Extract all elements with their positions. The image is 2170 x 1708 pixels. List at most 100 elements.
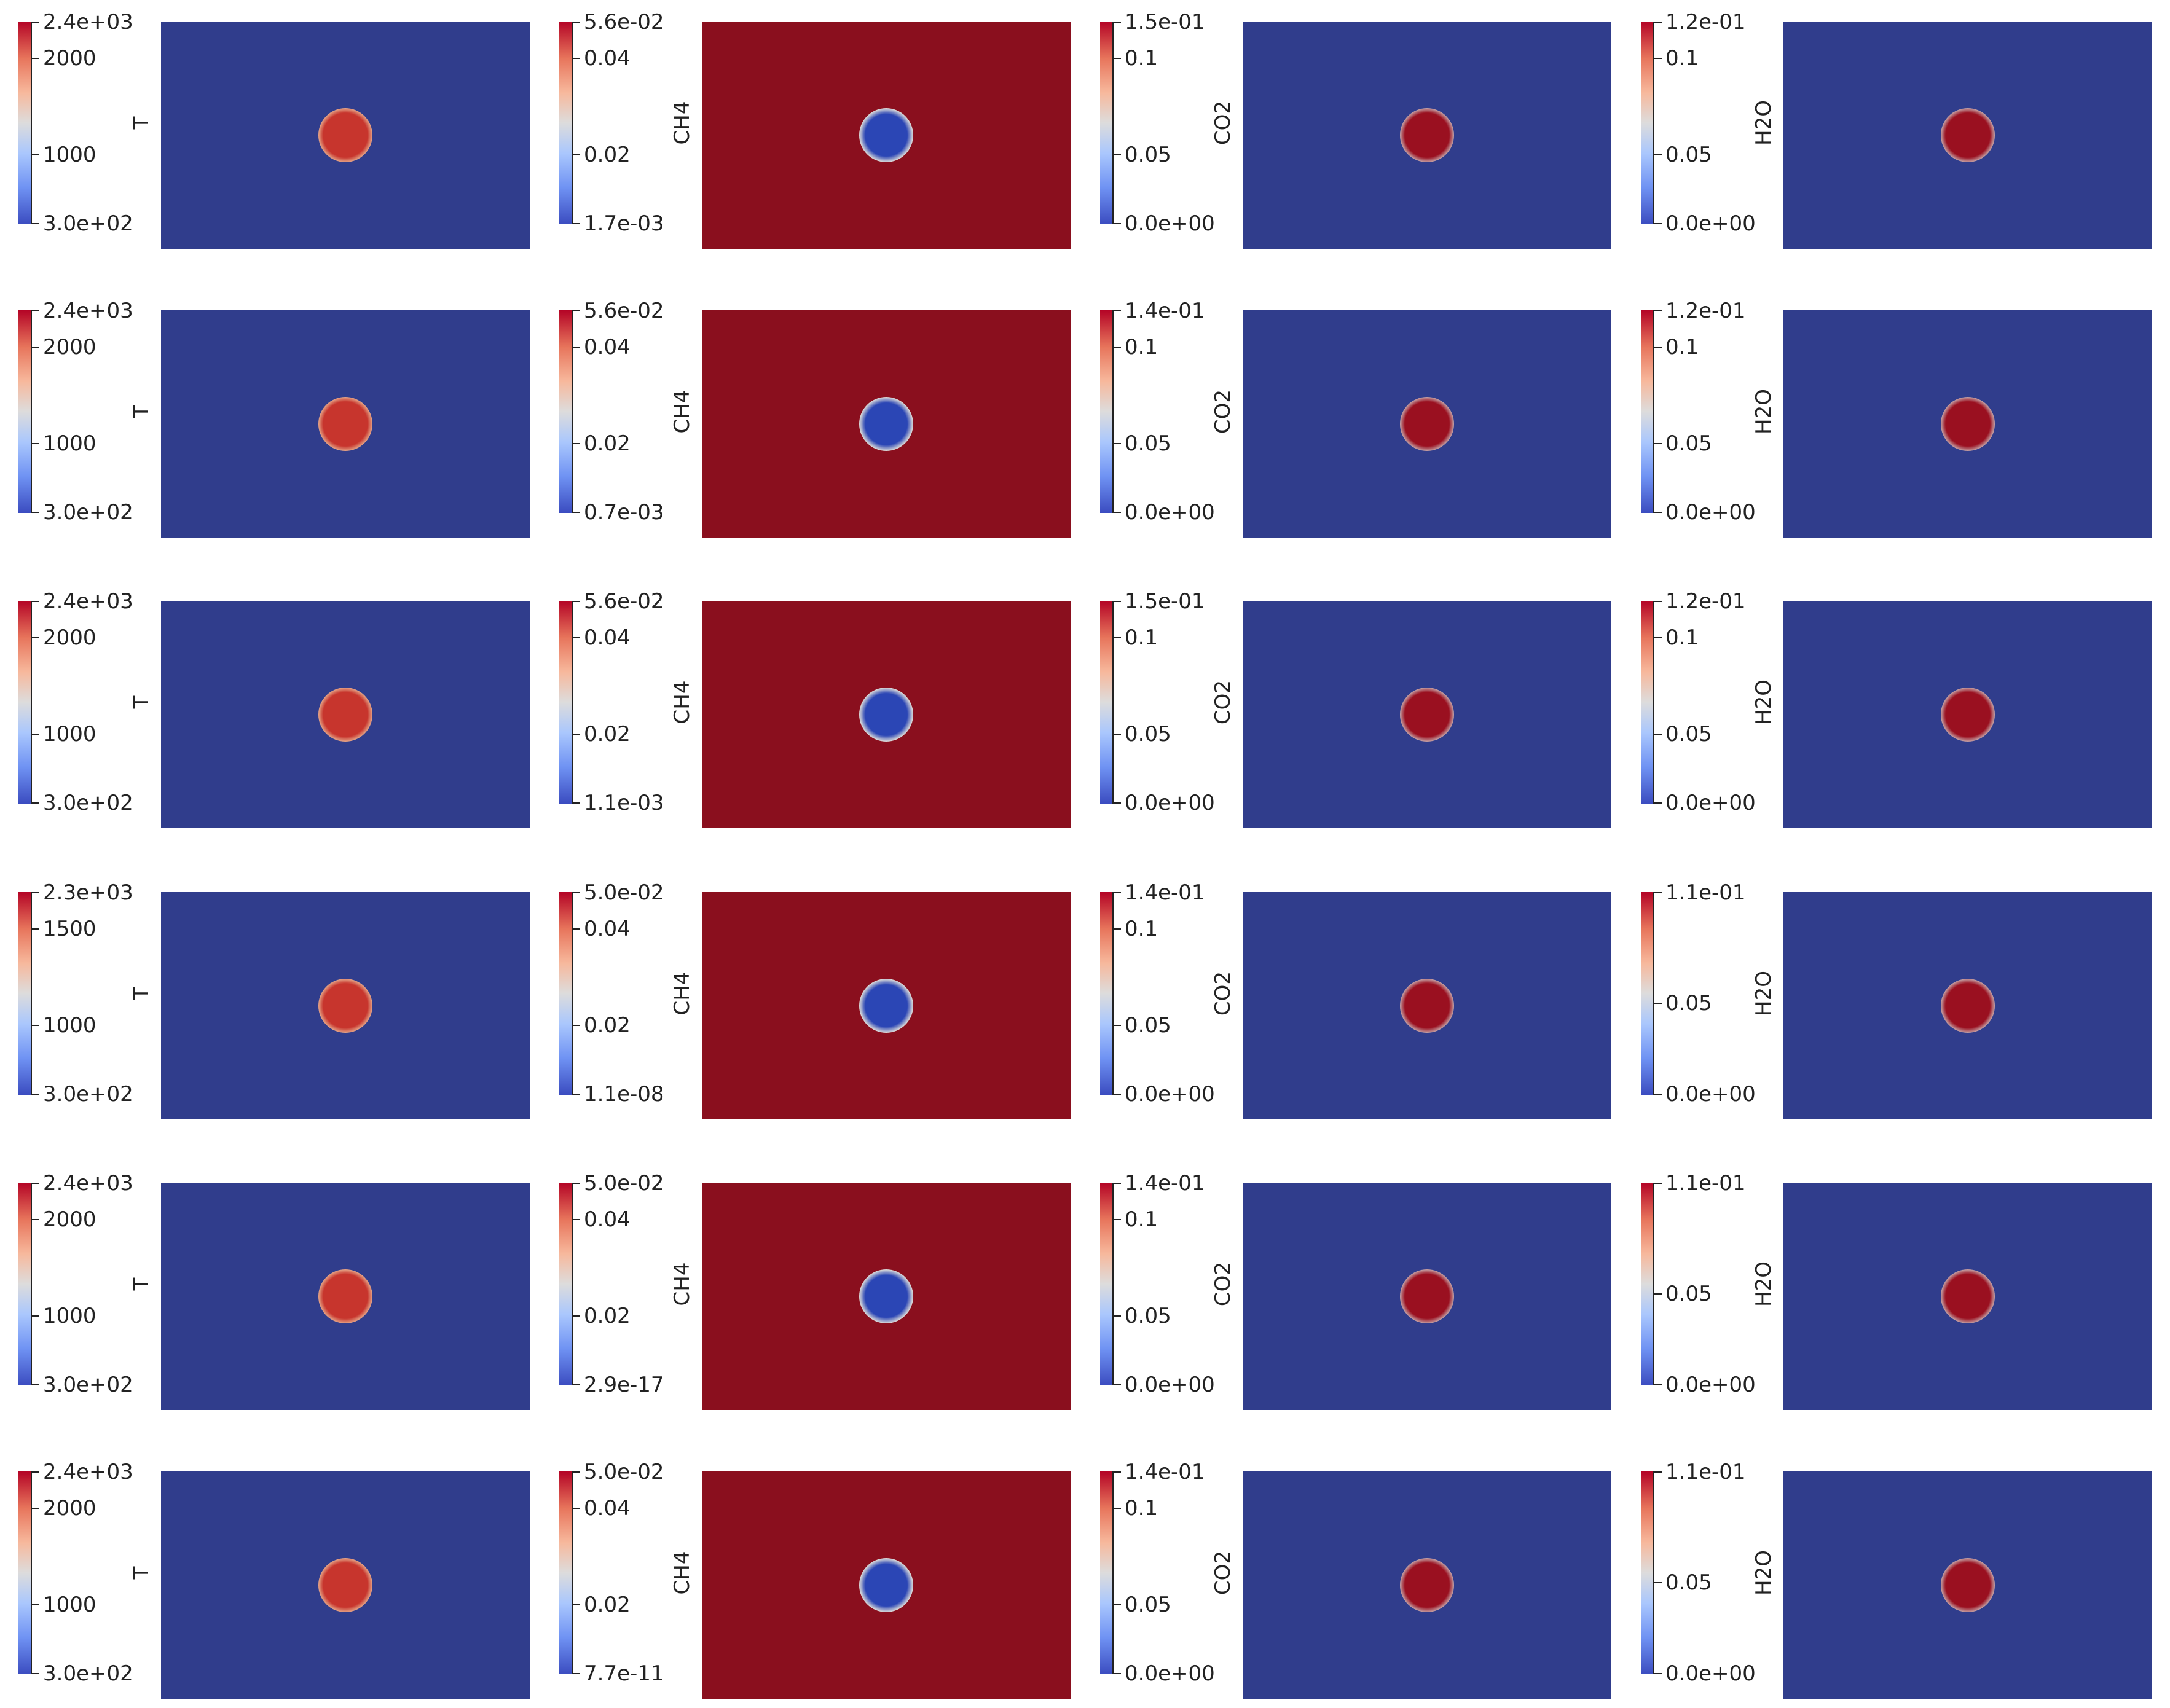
panel-h2o: 1.2e-01 0.1 0.05 0.0e+00 H2O	[1622, 589, 2163, 828]
colorbar-tick-label: 2000	[43, 1207, 96, 1232]
colorbar-tick	[573, 154, 580, 156]
flame-kernel	[318, 108, 372, 162]
colorbar-tick-label: 3.0e+02	[43, 211, 133, 236]
panel-co2: 1.5e-01 0.1 0.05 0.0e+00 CO2	[1082, 589, 1622, 828]
colorbar-axis	[572, 601, 573, 804]
variable-label: CO2	[1211, 389, 1235, 434]
field-plot	[1783, 1183, 2152, 1410]
colorbar-tick	[1114, 1094, 1121, 1095]
colorbar-tick	[1114, 734, 1121, 735]
flame-kernel	[1400, 108, 1454, 162]
colorbar-tick	[1114, 22, 1121, 23]
colorbar-tick	[573, 1471, 580, 1473]
colorbar-tick-label: 0.0e+00	[1665, 211, 1756, 236]
colorbar	[1641, 1471, 1654, 1674]
flame-kernel	[859, 1558, 913, 1612]
colorbar-tick	[1114, 928, 1121, 930]
colorbar-tick	[1114, 512, 1121, 513]
colorbar-axis	[31, 1183, 32, 1385]
colorbar-tick-label: 3.0e+02	[43, 1661, 133, 1686]
colorbar-tick-label: 1.2e-01	[1665, 299, 1746, 323]
field-plot	[1243, 1183, 1611, 1410]
colorbar-tick-label: 0.1	[1125, 625, 1158, 651]
panel-row: 2.4e+03 2000 1000 3.0e+02 T 5.6e-02 0.04 0.02 1.…	[0, 589, 2170, 828]
colorbar-axis	[1112, 1471, 1114, 1674]
colorbar-tick-label: 1.4e-01	[1125, 299, 1205, 323]
colorbar-axis	[31, 892, 32, 1095]
colorbar-axis	[1112, 892, 1114, 1095]
colorbar-tick-label: 5.6e-02	[584, 10, 664, 34]
colorbar-tick-label: 0.04	[584, 46, 631, 71]
colorbar-tick	[32, 443, 39, 445]
colorbar-axis	[31, 22, 32, 224]
colorbar-axis	[31, 310, 32, 513]
colorbar-tick	[1654, 1003, 1662, 1005]
field-plot	[1243, 1471, 1611, 1699]
colorbar	[1100, 310, 1114, 513]
colorbar	[18, 310, 32, 513]
colorbar-tick	[1114, 1025, 1121, 1027]
panel-ch4: 5.0e-02 0.04 0.02 1.1e-08 CH4	[541, 880, 1082, 1119]
colorbar	[559, 310, 573, 513]
colorbar-tick-label: 1000	[43, 1013, 96, 1038]
colorbar-tick	[32, 601, 39, 602]
variable-label: CH4	[670, 680, 694, 724]
colorbar-tick-label: 1.1e-01	[1665, 880, 1746, 905]
colorbar-tick	[573, 1604, 580, 1606]
variable-label: CH4	[670, 1551, 694, 1595]
colorbar-axis	[572, 22, 573, 224]
colorbar-tick-label: 0.02	[584, 143, 631, 168]
colorbar-tick-label: 0.05	[1125, 1013, 1171, 1038]
colorbar-tick	[573, 1508, 580, 1510]
colorbar-tick	[1654, 1582, 1662, 1584]
colorbar-tick-label: 3.0e+02	[43, 1082, 133, 1107]
colorbar-tick-label: 2.4e+03	[43, 299, 133, 323]
panel-row: 2.3e+03 1500 1000 3.0e+02 T 5.0e-02 0.04 0.02 1.…	[0, 880, 2170, 1119]
colorbar-axis	[572, 1471, 573, 1674]
colorbar-tick-label: 0.0e+00	[1665, 1373, 1756, 1397]
colorbar-tick	[1114, 1604, 1121, 1606]
panel-ch4: 5.6e-02 0.04 0.02 1.7e-03 CH4	[541, 9, 1082, 249]
variable-label: CO2	[1211, 1550, 1235, 1596]
flame-kernel	[318, 688, 372, 742]
flame-kernel	[318, 1269, 372, 1323]
colorbar-tick-label: 0.04	[584, 917, 631, 942]
colorbar-tick	[32, 1508, 39, 1510]
field-plot	[1243, 892, 1611, 1119]
panel-h2o: 1.1e-01 0.05 0.0e+00 H2O	[1622, 1170, 2163, 1410]
colorbar-tick	[1114, 802, 1121, 804]
colorbar-tick	[1114, 347, 1121, 348]
variable-label: CO2	[1211, 1261, 1235, 1307]
colorbar-tick	[32, 734, 39, 735]
colorbar-tick	[32, 154, 39, 156]
colorbar-tick	[1654, 1673, 1662, 1674]
colorbar-tick-label: 1.4e-01	[1125, 1460, 1205, 1484]
panel-co2: 1.4e-01 0.1 0.05 0.0e+00 CO2	[1082, 1459, 1622, 1699]
colorbar-tick	[1654, 58, 1662, 60]
colorbar	[559, 892, 573, 1095]
variable-label: T	[129, 405, 154, 418]
colorbar-tick-label: 1.1e-08	[584, 1082, 664, 1107]
panel-co2: 1.4e-01 0.1 0.05 0.0e+00 CO2	[1082, 880, 1622, 1119]
panel-t: 2.4e+03 2000 1000 3.0e+02 T	[0, 1459, 541, 1699]
colorbar-tick	[1114, 1183, 1121, 1184]
colorbar-tick-label: 1.1e-03	[584, 791, 664, 815]
field-plot	[1783, 22, 2152, 249]
colorbar-axis	[1112, 310, 1114, 513]
colorbar-tick	[573, 1094, 580, 1095]
colorbar-tick	[573, 928, 580, 930]
colorbar-tick	[1654, 1094, 1662, 1095]
colorbar-tick	[32, 802, 39, 804]
colorbar-tick	[32, 1384, 39, 1385]
flame-kernel	[859, 108, 913, 162]
colorbar-tick-label: 0.0e+00	[1125, 1082, 1215, 1107]
colorbar-tick-label: 0.04	[584, 335, 631, 360]
colorbar	[18, 1183, 32, 1385]
colorbar-tick	[1114, 1384, 1121, 1385]
colorbar-tick-label: 0.1	[1125, 1207, 1158, 1232]
colorbar-tick	[1654, 223, 1662, 224]
colorbar-tick-label: 1.4e-01	[1125, 880, 1205, 905]
colorbar-tick	[1654, 22, 1662, 23]
colorbar-tick	[1654, 347, 1662, 348]
